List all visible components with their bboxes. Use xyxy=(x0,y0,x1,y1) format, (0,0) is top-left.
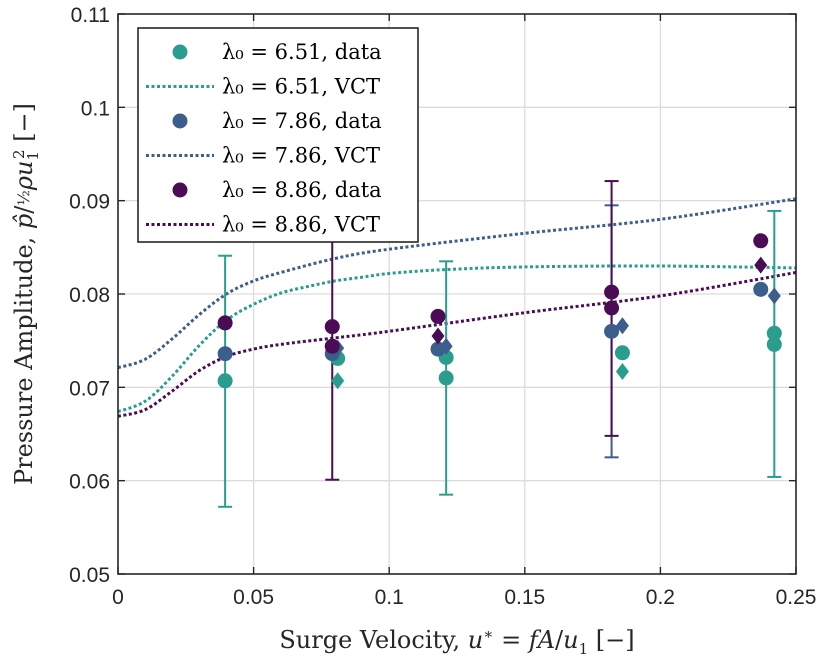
circle-point-series-2 xyxy=(604,284,620,300)
x-tick-label: 0 xyxy=(112,586,124,609)
legend-label-1: λ₀ = 6.51, VCT xyxy=(222,75,380,99)
y-tick-label: 0.05 xyxy=(69,564,110,587)
circle-point-series-2 xyxy=(604,300,620,316)
legend-marker-2 xyxy=(172,113,188,129)
circle-point-series-0 xyxy=(217,373,233,389)
circle-point-series-1 xyxy=(604,323,620,339)
circle-point-series-1 xyxy=(217,346,233,362)
legend-marker-4 xyxy=(172,182,188,198)
legend-label-3: λ₀ = 7.86, VCT xyxy=(222,144,380,168)
diamond-point-series-2 xyxy=(754,256,768,274)
y-tick-label: 0.09 xyxy=(69,191,110,214)
diamond-point-series-1 xyxy=(615,317,629,335)
circle-point-series-2 xyxy=(324,319,340,335)
legend: λ₀ = 6.51, data λ₀ = 6.51, VCT λ₀ = 7.86, … xyxy=(137,27,419,243)
data-markers xyxy=(217,233,782,390)
x-tick-label: 0.15 xyxy=(504,586,545,609)
tick-labels: 0 0.05 0.1 0.15 0.2 0.250.050.060.070.080.090… xyxy=(69,4,816,609)
diamond-point-series-1 xyxy=(767,287,781,305)
circle-point-series-1 xyxy=(753,281,769,297)
y-tick-label: 0.11 xyxy=(71,4,110,27)
legend-box xyxy=(137,27,419,243)
diamond-point-series-1 xyxy=(439,337,453,355)
vct-line-series-1 xyxy=(117,197,797,370)
circle-point-series-0 xyxy=(614,345,630,361)
circle-point-series-0 xyxy=(766,336,782,352)
legend-label-0: λ₀ = 6.51, data xyxy=(222,40,382,64)
axes-box xyxy=(117,13,797,575)
x-tick-label: 0.2 xyxy=(646,586,675,609)
vct-line-series-2 xyxy=(117,271,797,418)
x-axis-label: Surge Velocity, u∗ = fA/u1 [−] xyxy=(279,625,634,658)
x-tick-label: 0.1 xyxy=(375,586,404,609)
legend-label-5: λ₀ = 8.86, VCT xyxy=(222,213,380,237)
legend-marker-0 xyxy=(172,44,188,60)
circle-point-series-2 xyxy=(217,315,233,331)
x-tick-label: 0.25 xyxy=(776,586,817,609)
legend-label-2: λ₀ = 7.86, data xyxy=(222,109,382,133)
circle-point-series-2 xyxy=(753,233,769,249)
diamond-point-series-0 xyxy=(331,372,345,390)
y-tick-label: 0.06 xyxy=(69,471,110,494)
circle-point-series-0 xyxy=(766,325,782,341)
vct-curves xyxy=(117,197,797,418)
circle-point-series-2 xyxy=(430,308,446,324)
y-axis-label: Pressure Amplitude, p̂/½ρu12 [−] xyxy=(10,103,42,485)
diamond-point-series-0 xyxy=(615,362,629,380)
y-tick-label: 0.1 xyxy=(81,97,110,120)
diamond-point-series-2 xyxy=(431,327,445,345)
circle-point-series-0 xyxy=(438,370,454,386)
y-tick-label: 0.08 xyxy=(69,284,110,307)
x-tick-label: 0.05 xyxy=(233,586,274,609)
circle-point-series-2 xyxy=(324,338,340,354)
y-tick-label: 0.07 xyxy=(69,377,110,400)
legend-label-4: λ₀ = 8.86, data xyxy=(222,178,382,202)
